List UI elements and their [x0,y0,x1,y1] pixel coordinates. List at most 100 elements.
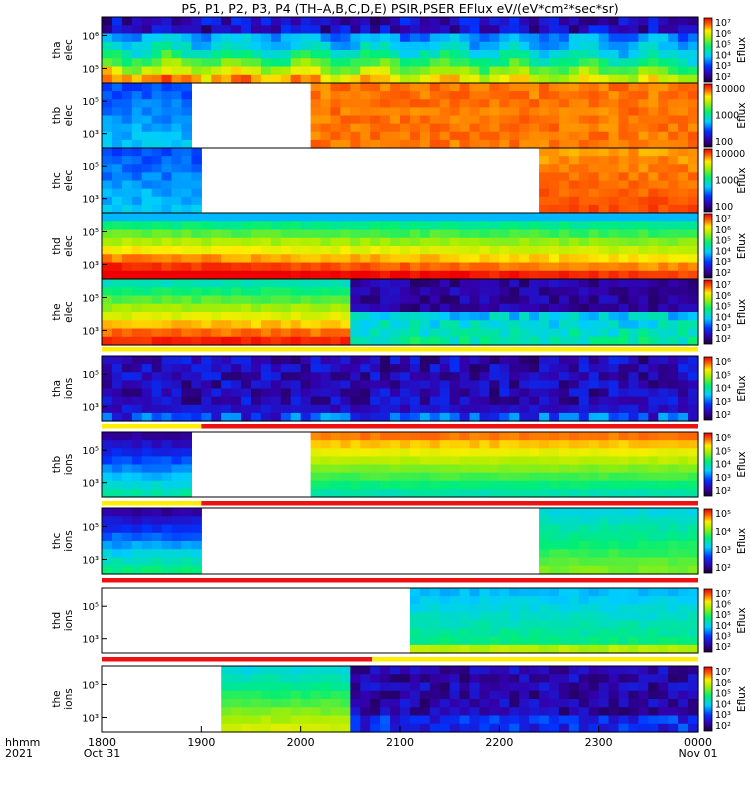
spectrogram-cell [181,364,192,373]
spectrogram-cell [608,172,620,182]
spectrogram-cell [330,83,341,92]
spectrogram-cell [529,91,540,100]
spectrogram-cell [608,448,620,457]
x-label-year: 2021 [5,747,33,760]
spectrogram-cell [509,279,520,288]
spectrogram-cell [151,549,163,559]
spectrogram-cell [658,356,669,365]
spectrogram-cell [171,221,183,231]
spectrogram-cell [638,188,649,198]
spectrogram-cell [370,312,381,321]
spectrogram-cell [628,549,639,559]
spectrogram-cell [638,440,649,449]
spectrogram-cell [658,380,669,390]
spectrogram-cell [578,148,590,157]
spectrogram-cell [340,41,351,51]
spectrogram-cell [221,715,232,725]
spectrogram-cell [360,699,371,708]
spectrogram-cell [340,690,351,700]
spectrogram-cell [648,456,659,466]
spectrogram-cell [121,131,133,141]
spectrogram-cell [499,246,510,255]
spectrogram-cell [509,123,520,133]
spectrogram-cell [558,164,570,173]
spectrogram-cell [529,666,540,675]
spectrogram-cell [131,83,143,92]
spectrogram-cell [370,17,381,26]
spectrogram-cell [499,456,510,466]
spectrogram-cell [499,262,510,272]
spectrogram-cell [568,74,580,84]
spectrogram-cell [519,262,530,272]
y-tick-label: 10³ [82,403,99,414]
spectrogram-cell [459,213,471,222]
spectrogram-cell [270,17,282,26]
spectrogram-cell [489,682,500,692]
spectrogram-cell [429,213,441,222]
spectrogram-cell [320,139,332,149]
spectrogram-cell [111,66,123,76]
spectrogram-cell [390,66,401,76]
spectrogram-cell [310,472,322,482]
spectrogram-cell [588,682,600,692]
spectrogram-cell [509,388,520,398]
spectrogram-cell [231,396,242,406]
spectrogram-cell [260,229,272,239]
spectrogram-cell [330,115,341,125]
spectrogram-cell [688,262,699,272]
spectrogram-cell [171,33,183,43]
spectrogram-cell [618,131,630,141]
colorbar-tick-label: 10⁴ [715,312,731,323]
spectrogram-cell [529,372,540,381]
spectrogram-cell [668,287,679,297]
spectrogram-cell [459,404,471,414]
spectrogram-cell [449,612,461,622]
spectrogram-cell [330,295,341,305]
spectrogram-cell [469,488,481,498]
spectrogram-cell [658,99,669,108]
spectrogram-cell [409,295,421,305]
spectrogram-cell [290,50,302,59]
spectrogram-cell [499,66,510,76]
spectrogram-cell [251,682,262,692]
spectrogram-cell [509,254,520,264]
spectrogram-cell [529,312,540,321]
spectrogram-cell [499,364,510,373]
spectrogram-cell [171,196,183,206]
spectrogram-cell [280,388,292,398]
spectrogram-cell [678,99,689,108]
spectrogram-cell [161,432,173,441]
spectrogram-cell [668,213,679,222]
spectrogram-cell [409,41,421,51]
spectrogram-cell [310,723,322,733]
spectrogram-cell [409,588,421,597]
spectrogram-cell [499,604,510,613]
spectrogram-cell [618,532,630,542]
spectrogram-cell [241,404,252,414]
spectrogram-cell [618,448,630,457]
spectrogram-cell [459,472,471,482]
spectrogram-cell [419,295,431,305]
spectrogram-cell [310,50,322,59]
spectrogram-cell [211,380,222,390]
spectrogram-cell [191,295,202,305]
spectrogram-cell [191,237,202,247]
spectrogram-cell [568,188,580,198]
spectrogram-cell [648,396,659,406]
spectrogram-cell [221,372,232,381]
spectrogram-cell [539,262,550,272]
spectrogram-cell [519,356,530,365]
spectrogram-cell [390,666,401,675]
spectrogram-cell [688,328,699,338]
spectrogram-cell [459,74,471,84]
spectrogram-cell [400,139,411,149]
spectrogram-cell [578,557,590,567]
spectrogram-cell [658,472,669,482]
spectrogram-cell [628,131,639,141]
spectrogram-cell [658,246,669,255]
spectrogram-cell [320,254,332,264]
spectrogram-cell [568,588,580,597]
spectrogram-cell [469,66,481,76]
spectrogram-cell [648,312,659,321]
spectrogram-cell [618,464,630,474]
